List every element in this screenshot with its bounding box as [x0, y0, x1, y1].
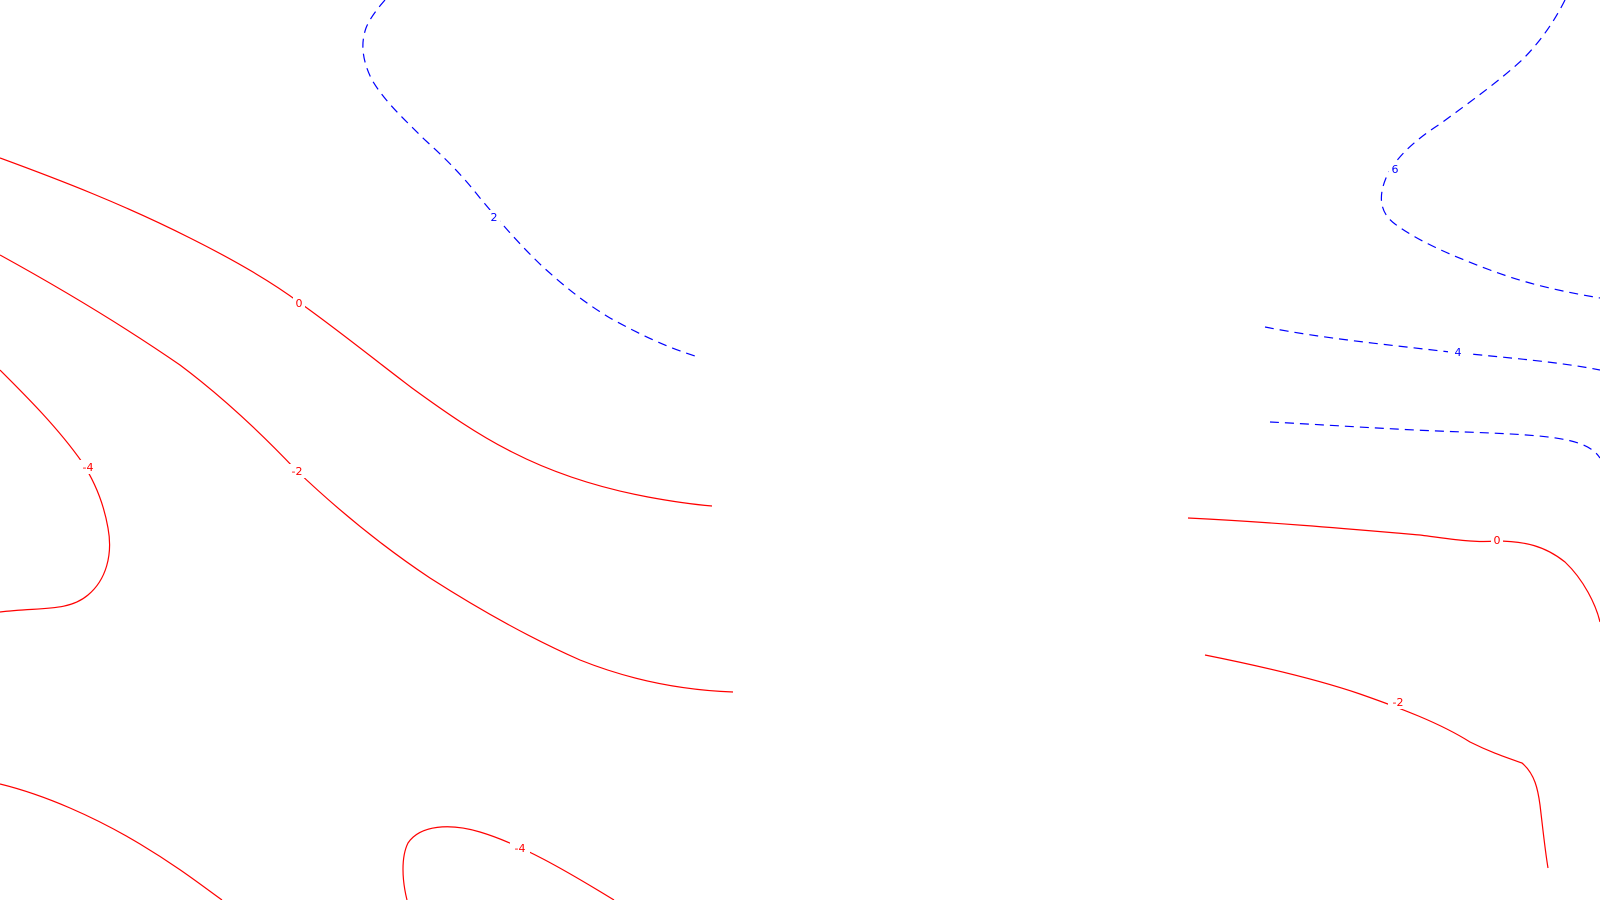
contour-line-minus2-right: [1204, 654, 1549, 869]
contour-label-minus4-bottom-center: -4: [510, 841, 530, 855]
contour-line-6-right: [1380, 0, 1600, 299]
contour-line-minus4-bottom-center: [402, 826, 615, 900]
contour-label-text: -2: [292, 465, 303, 478]
contour-label-text: 0: [1494, 534, 1501, 547]
contour-label-0-left: 0: [293, 296, 305, 310]
contour-label-minus2-right: -2: [1388, 695, 1408, 709]
contour-label-text: 0: [296, 297, 303, 310]
contour-line-4-right-upper: [1264, 326, 1600, 371]
contour-label-text: -4: [515, 842, 526, 855]
contour-label-minus4-left: -4: [78, 460, 98, 474]
contour-label-minus2-left: -2: [288, 464, 306, 478]
contour-label-text: -4: [83, 461, 94, 474]
contour-line-0-left: [0, 157, 713, 507]
contour-label-text: 6: [1392, 163, 1399, 176]
contour-label-4-right-upper: 4: [1448, 345, 1468, 359]
contour-label-6-right: 6: [1389, 162, 1401, 176]
contour-label-2-upper-left: 2: [488, 210, 500, 224]
contour-label-text: -2: [1393, 696, 1404, 709]
contour-line-minus2-left: [0, 254, 734, 693]
contour-label-text: 2: [491, 211, 498, 224]
contour-line-0-right: [1187, 517, 1600, 623]
contour-label-0-right: 0: [1491, 533, 1503, 547]
contour-label-text: 4: [1455, 346, 1462, 359]
contour-line-minus4-left: [0, 369, 111, 613]
contour-line-2-upper-left: [362, 0, 696, 357]
contour-line-4-right-lower: [1269, 421, 1600, 459]
contour-line-minus4-bottom-left: [0, 783, 223, 900]
